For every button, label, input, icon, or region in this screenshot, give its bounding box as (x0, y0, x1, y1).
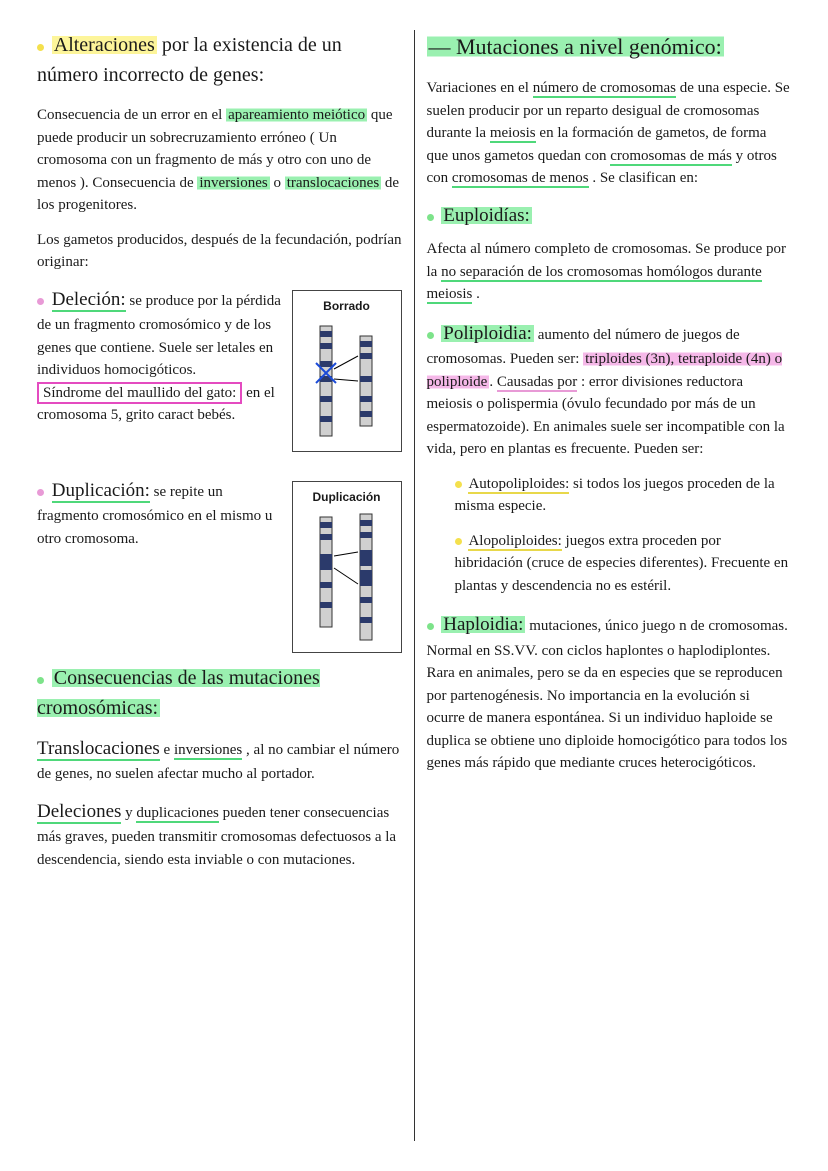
left-column: Alteraciones por la existencia de un núm… (25, 30, 415, 1141)
text: Consecuencia de un error en el (37, 107, 226, 123)
bullet-icon (37, 489, 44, 496)
chromosome-duplication-icon (302, 512, 392, 642)
hl-apareamiento: apareamiento meiótico (226, 107, 367, 123)
right-title-block: — Mutaciones a nivel genómico: (427, 30, 792, 63)
hap-title: Haploidia: (441, 614, 525, 635)
bullet-icon (455, 538, 462, 545)
poli-title: Poliploidia: (441, 323, 534, 344)
bullet-icon (37, 44, 44, 51)
u-meiosis: meiosis (490, 125, 536, 143)
hl-inversiones: inversiones (197, 175, 269, 191)
conseq-title: Consecuencias de las mutaciones cromosóm… (37, 667, 320, 719)
u-menos: cromosomas de menos (452, 170, 589, 188)
u-numero: número de cromosomas (533, 80, 676, 98)
right-title: — Mutaciones a nivel genómico: (427, 34, 724, 59)
bullet-icon (427, 332, 434, 339)
text: . (476, 286, 480, 302)
conseq-p2: Deleciones y duplicaciones pueden tener … (37, 798, 402, 872)
chromosome-deletion-icon (302, 321, 392, 441)
bullet-icon (455, 481, 462, 488)
figure-duplicacion: Duplicación (292, 481, 402, 653)
figure-borrado: Borrado (292, 290, 402, 452)
poli-para: Poliploidia: aumento del número de juego… (427, 320, 792, 461)
hl-translocaciones: translocaciones (285, 175, 381, 191)
dupl-word: duplicaciones (136, 805, 218, 823)
alo-para: Alopoliploides: juegos extra proceden po… (455, 530, 792, 598)
euploidias-section: Euploidías: Afecta al número completo de… (427, 202, 792, 306)
text: mutaciones, único juego n de cromosomas.… (427, 618, 788, 771)
text: . Se clasifican en: (592, 170, 698, 186)
u-mas: cromosomas de más (610, 148, 732, 166)
trans-word: Translocaciones (37, 738, 160, 761)
bullet-icon (427, 623, 434, 630)
hap-para: Haploidia: mutaciones, único juego n de … (427, 611, 792, 775)
delecion-title: Deleción: (52, 289, 126, 312)
dup-title: Duplicación: (52, 480, 150, 503)
eu-title: Euploidías: (441, 205, 532, 226)
left-p1: Consecuencia de un error en el apareamie… (37, 104, 402, 217)
conseq-p1: Translocaciones e inversiones , al no ca… (37, 735, 402, 786)
alo-title: Alopoliploides: (468, 533, 561, 551)
text: Variaciones en el (427, 80, 533, 96)
bullet-icon (37, 298, 44, 305)
figure-label: Borrado (323, 299, 370, 313)
auto-title: Autopoliploides: (468, 476, 569, 494)
text: o (273, 175, 284, 191)
left-title-block: Alteraciones por la existencia de un núm… (37, 30, 402, 90)
left-title: Alteraciones por la existencia de un núm… (37, 34, 342, 86)
haploidia-section: Haploidia: mutaciones, único juego n de … (427, 611, 792, 775)
duplicacion-section: Duplicación (37, 477, 402, 551)
title-highlight: Alteraciones (52, 34, 157, 56)
right-column: — Mutaciones a nivel genómico: Variacion… (415, 30, 804, 1141)
conseq-section: Consecuencias de las mutaciones cromosóm… (37, 663, 402, 872)
delecion-section: Borrado (37, 286, 402, 427)
inv-word: inversiones (174, 742, 242, 760)
poli-cause-label: Causadas por (497, 374, 577, 392)
figure-label: Duplicación (312, 490, 380, 504)
text: y (125, 805, 136, 821)
bullet-icon (427, 214, 434, 221)
auto-para: Autopoliploides: si todos los juegos pro… (455, 473, 792, 518)
del-word: Deleciones (37, 801, 121, 824)
text: e (164, 742, 174, 758)
left-p2: Los gametos producidos, después de la fe… (37, 229, 402, 274)
poliploidia-section: Poliploidia: aumento del número de juego… (427, 320, 792, 598)
right-p1: Variaciones en el número de cromosomas d… (427, 77, 792, 190)
eu-para: Afecta al número completo de cromosomas.… (427, 238, 792, 306)
bullet-icon (37, 677, 44, 684)
sindrome-box: Síndrome del maullido del gato: (37, 382, 242, 404)
